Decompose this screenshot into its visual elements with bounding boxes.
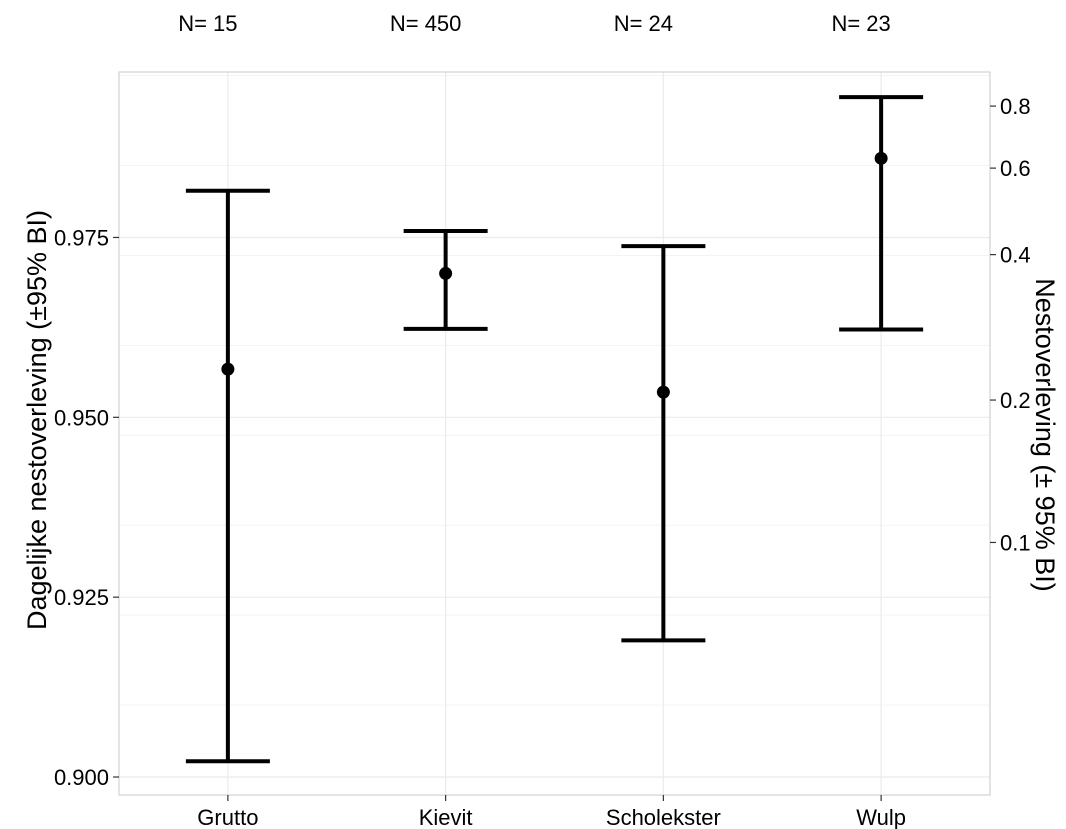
y2-tick-label: 0.2 (1000, 388, 1031, 413)
plot-panel (118, 71, 991, 796)
y2-tick-label: 0.8 (1000, 94, 1031, 119)
y-axis-left: 0.900 0.925 0.950 0.975 (54, 225, 119, 790)
data-points (221, 151, 888, 399)
y2-tick-label: 0.1 (1000, 530, 1031, 555)
y-tick-label: 0.925 (54, 585, 109, 610)
x-tick-label: Grutto (197, 805, 258, 829)
x-tick-label: Wulp (856, 805, 906, 829)
sample-size-label: N= 23 (831, 11, 890, 36)
sample-size-label: N= 24 (614, 11, 673, 36)
y2-axis-title: Nestoverleving (± 95% BI) (1030, 278, 1060, 591)
y2-tick-label: 0.6 (1000, 156, 1031, 181)
x-axis: Grutto Kievit Scholekster Wulp (197, 795, 906, 829)
y-tick-label: 0.900 (54, 765, 109, 790)
y-tick-label: 0.950 (54, 405, 109, 430)
y-axis-right: 0.1 0.2 0.4 0.6 0.8 (990, 94, 1031, 555)
y-tick-label: 0.975 (54, 225, 109, 250)
sample-size-label: N= 15 (178, 11, 237, 36)
sample-size-labels: N= 15 N= 450 N= 24 N= 23 (178, 11, 891, 36)
x-tick-label: Kievit (419, 805, 473, 829)
y-axis-title: Dagelijke nestoverleving (±95% BI) (22, 210, 52, 630)
data-point (656, 385, 670, 399)
data-point (221, 362, 235, 376)
x-tick-label: Scholekster (606, 805, 721, 829)
y2-tick-label: 0.4 (1000, 243, 1031, 268)
data-point (439, 266, 453, 280)
data-point (874, 151, 888, 165)
sample-size-label: N= 450 (390, 11, 462, 36)
error-bars (185, 95, 924, 764)
